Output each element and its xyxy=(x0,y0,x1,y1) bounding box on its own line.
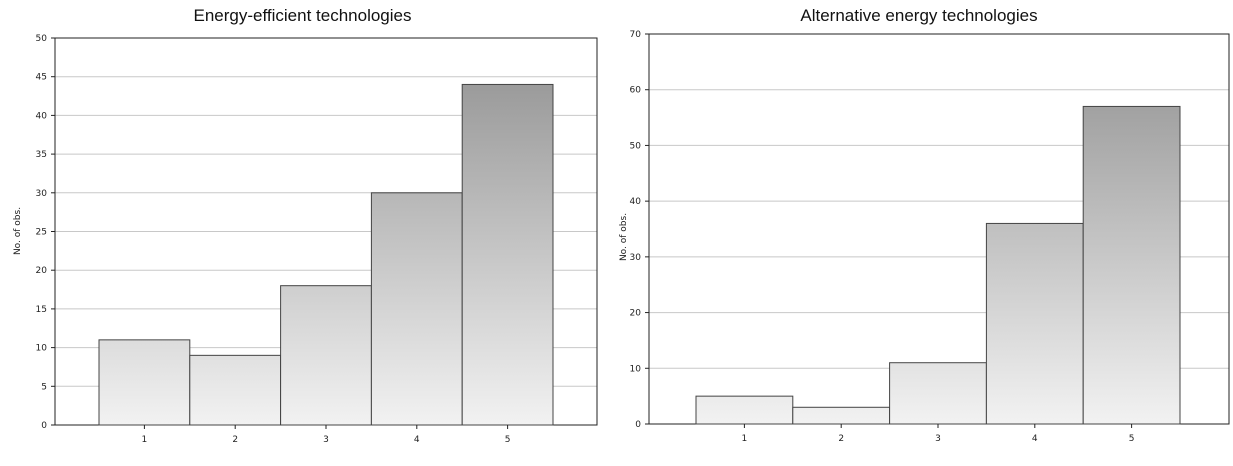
bar xyxy=(370,192,463,426)
y-axis-label: No. of obs. xyxy=(619,213,629,261)
y-tick-label: 30 xyxy=(630,253,642,263)
x-tick-label: 2 xyxy=(838,434,844,444)
bar xyxy=(461,83,554,426)
chart-panel-alternative-energy: Alternative energy technologies 0 10 20 30 4… xyxy=(605,0,1233,466)
x-tick-label: 5 xyxy=(1129,434,1135,444)
y-tick-label: 0 xyxy=(41,421,47,431)
y-tick-label: 25 xyxy=(36,228,47,238)
y-tick-label: 40 xyxy=(630,197,642,207)
y-tick-label: 0 xyxy=(635,420,641,430)
x-tick-label: 3 xyxy=(323,435,329,445)
y-tick-label: 20 xyxy=(36,266,48,276)
y-tick-label: 30 xyxy=(36,189,48,199)
y-tick-label: 15 xyxy=(36,305,47,315)
y-tick-label: 35 xyxy=(36,150,47,160)
y-tick-label: 10 xyxy=(630,364,642,374)
chart-title: Energy-efficient technologies xyxy=(193,6,412,25)
chart-title: Alternative energy technologies xyxy=(800,6,1038,25)
y-tick-label: 50 xyxy=(36,34,48,44)
x-tick-label: 4 xyxy=(414,435,420,445)
y-axis-label: No. of obs. xyxy=(13,207,23,255)
y-tick-label: 70 xyxy=(630,30,642,40)
bar xyxy=(695,395,794,425)
x-tick-label: 1 xyxy=(142,435,148,445)
bar xyxy=(889,362,987,425)
y-tick-label: 5 xyxy=(41,382,47,392)
x-tick-label: 1 xyxy=(742,434,748,444)
bar xyxy=(280,285,372,426)
bar xyxy=(98,339,191,426)
y-tick-label: 50 xyxy=(630,141,642,151)
x-tick-label: 4 xyxy=(1032,434,1038,444)
y-tick-label: 45 xyxy=(36,73,47,83)
bar-chart-alternative-energy: 0 10 20 30 40 50 60 70 1 2 3 4 5 No. of obs. xyxy=(619,30,1230,444)
y-tick-label: 40 xyxy=(36,111,48,121)
bar xyxy=(792,406,891,425)
x-tick-label: 3 xyxy=(935,434,941,444)
y-tick-label: 10 xyxy=(36,344,48,354)
y-tick-label: 60 xyxy=(630,86,642,96)
bar xyxy=(189,354,282,426)
bar xyxy=(985,222,1084,425)
bar xyxy=(1082,105,1181,425)
x-tick-label: 5 xyxy=(505,435,511,445)
chart-panel-energy-efficient: Energy-efficient technologies 0 5 10 15 20 25… xyxy=(0,0,605,466)
x-tick-label: 2 xyxy=(232,435,238,445)
y-tick-label: 20 xyxy=(630,309,642,319)
